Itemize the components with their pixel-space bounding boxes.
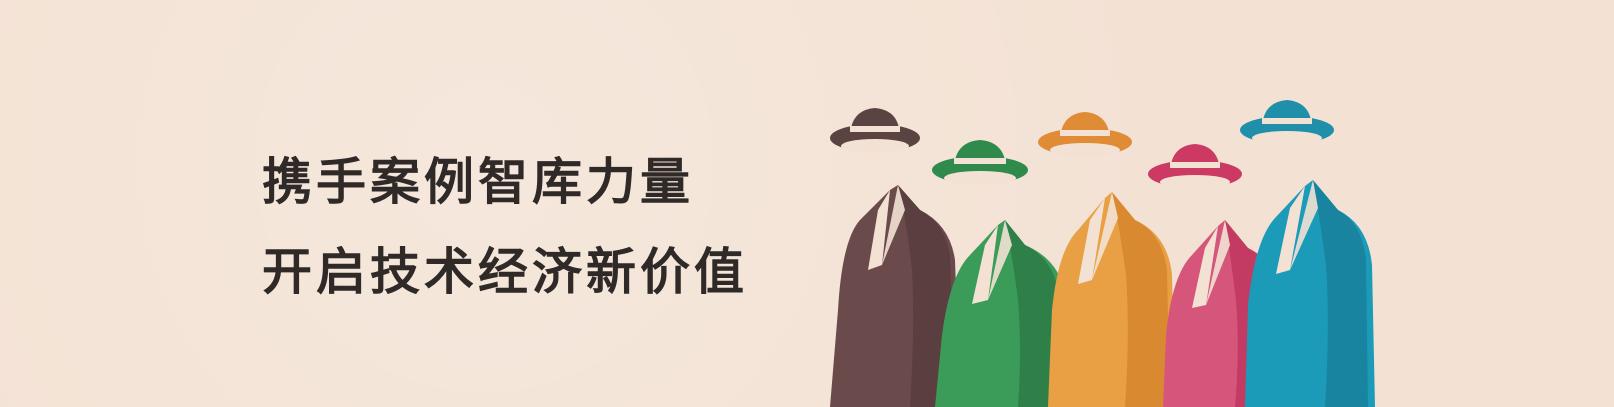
teal-figure bbox=[1240, 100, 1375, 407]
green-figure bbox=[932, 140, 1068, 407]
orange-figure bbox=[1038, 112, 1175, 407]
brown-figure bbox=[830, 108, 960, 407]
slogan-line-1: 携手案例智库力量 bbox=[262, 153, 694, 211]
slogan-line-2: 开启技术经济新价值 bbox=[262, 243, 748, 301]
figures-illustration bbox=[830, 100, 1375, 407]
